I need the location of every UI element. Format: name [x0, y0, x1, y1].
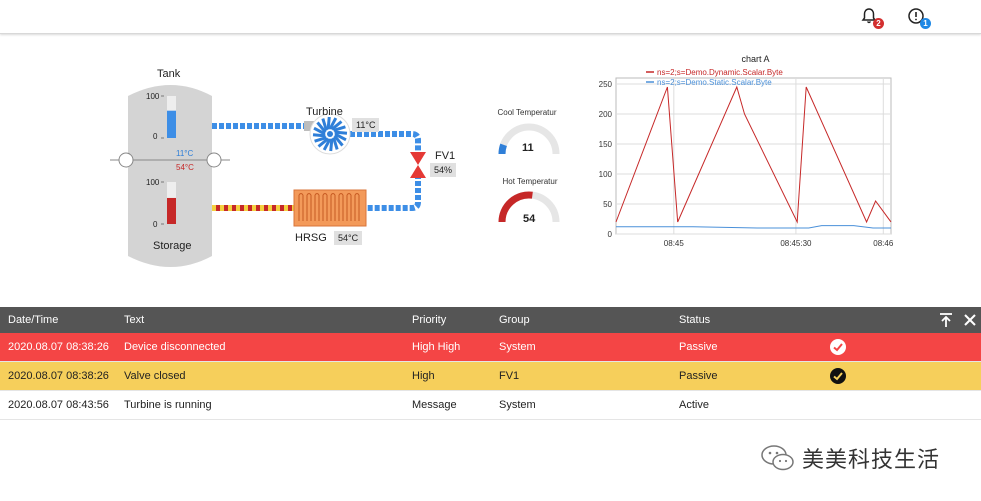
y-tick-label: 100: [599, 170, 613, 179]
hot-temperature-gauge: [498, 191, 560, 223]
cell-text: Valve closed: [124, 370, 186, 382]
valve-fv1-icon[interactable]: [410, 152, 426, 178]
notifications-bell-icon[interactable]: 2: [860, 7, 884, 29]
x-tick-label: 08:46: [873, 239, 894, 248]
y-tick-label: 50: [603, 200, 612, 209]
cool-gauge-title: Cool Temperatur: [497, 108, 557, 117]
cell-group: System: [499, 341, 536, 353]
watermark: 美美科技生活: [760, 440, 940, 476]
column-header-status[interactable]: Status: [679, 314, 711, 326]
close-icon[interactable]: [961, 311, 979, 329]
turbine-icon[interactable]: [304, 113, 351, 155]
storage-label: Storage: [153, 240, 192, 252]
bell-icon: [861, 8, 877, 24]
cool-gauge-value: 11: [522, 142, 534, 154]
alerts-count-badge: 1: [920, 18, 931, 29]
column-header-datetime[interactable]: Date/Time: [8, 314, 59, 326]
cell-datetime: 2020.08.07 08:38:26: [8, 370, 109, 382]
tank-body: [128, 85, 212, 267]
tank-label: Tank: [157, 68, 181, 80]
cool-pipe-valve-hrsg: [365, 174, 421, 211]
alert-circle-icon: [908, 8, 924, 24]
chart-a: chart A 0 50 100 150 200 250 08:45 08:45:30 08:46…: [599, 54, 894, 248]
top-bar: 2 1: [0, 0, 981, 34]
hrsg-label: HRSG: [295, 232, 327, 244]
fv1-label: FV1: [435, 150, 456, 162]
table-row[interactable]: 2020.08.07 08:38:26 Valve closed High FV…: [0, 362, 981, 391]
cell-status: Passive: [679, 370, 718, 382]
cell-status: Active: [679, 399, 709, 411]
y-tick-label: 150: [599, 140, 613, 149]
cell-group: FV1: [499, 370, 520, 382]
storage-scale-bottom: 0: [153, 220, 158, 229]
cell-priority: High: [412, 370, 435, 382]
x-tick-label: 08:45: [664, 239, 685, 248]
cell-status: Passive: [679, 341, 718, 353]
series-line-0: [615, 85, 892, 224]
cool-pipe-turbine-valve: [350, 131, 421, 156]
cell-text: Turbine is running: [124, 399, 212, 411]
alerts-icon[interactable]: 1: [907, 7, 931, 29]
process-diagram: Tank Storage Turbine HRSG FV1 100 0 100 …: [0, 36, 981, 306]
cool-temperature-gauge: [498, 123, 560, 155]
storage-scale-top: 100: [146, 178, 160, 187]
storage-level-fill: [167, 197, 176, 224]
cell-priority: Message: [412, 399, 457, 411]
tank-cool-temp: 11°C: [176, 149, 194, 158]
tank-port-left: [118, 152, 134, 168]
turbine-label: Turbine: [306, 106, 343, 118]
column-header-priority[interactable]: Priority: [412, 314, 447, 326]
collapse-up-icon[interactable]: [937, 311, 955, 329]
hrsg-icon[interactable]: [293, 189, 367, 227]
tank-level-fill: [167, 110, 176, 138]
table-row[interactable]: 2020.08.07 08:38:26 Device disconnected …: [0, 333, 981, 362]
fv1-value: 54%: [430, 163, 457, 177]
cell-priority: High High: [412, 341, 461, 353]
watermark-text: 美美科技生活: [802, 448, 941, 473]
tank-hot-temp: 54°C: [176, 163, 194, 172]
alarm-table-header: Date/Time Text Priority Group Status: [0, 307, 981, 333]
hot-gauge-title: Hot Temperatur: [502, 177, 558, 186]
chart-plot-area: [615, 77, 892, 235]
legend-label: ns=2;s=Demo.Static.Scalar.Byte: [657, 78, 772, 87]
cell-datetime: 2020.08.07 08:43:56: [8, 399, 109, 411]
cell-datetime: 2020.08.07 08:38:26: [8, 341, 109, 353]
column-header-text[interactable]: Text: [124, 314, 145, 326]
x-tick-label: 08:45:30: [780, 239, 812, 248]
series-line-1: [616, 225, 891, 229]
process-schematic: [110, 85, 426, 267]
y-tick-label: 0: [608, 230, 613, 239]
cell-text: Device disconnected: [124, 341, 226, 353]
alarm-table: Date/Time Text Priority Group Status 202…: [0, 307, 981, 420]
hot-gauge-value: 54: [523, 213, 536, 225]
tank-scale-bottom: 0: [153, 132, 158, 141]
tank-scale-top: 100: [146, 92, 160, 101]
tank-port-right: [206, 152, 222, 168]
hrsg-temp-value: 54°C: [334, 231, 363, 245]
acknowledge-check-icon[interactable]: [830, 339, 846, 355]
y-tick-label: 200: [599, 110, 613, 119]
turbine-temp-value: 11°C: [352, 118, 380, 132]
notifications-count-badge: 2: [873, 18, 884, 29]
table-row[interactable]: 2020.08.07 08:43:56 Turbine is running M…: [0, 391, 981, 420]
legend-label: ns=2;s=Demo.Dynamic.Scalar.Byte: [657, 68, 783, 77]
cell-group: System: [499, 399, 536, 411]
chart-title: chart A: [742, 54, 770, 64]
wechat-icon: [761, 445, 794, 471]
y-tick-label: 250: [599, 80, 613, 89]
acknowledge-check-icon[interactable]: [830, 368, 846, 384]
column-header-group[interactable]: Group: [499, 314, 530, 326]
